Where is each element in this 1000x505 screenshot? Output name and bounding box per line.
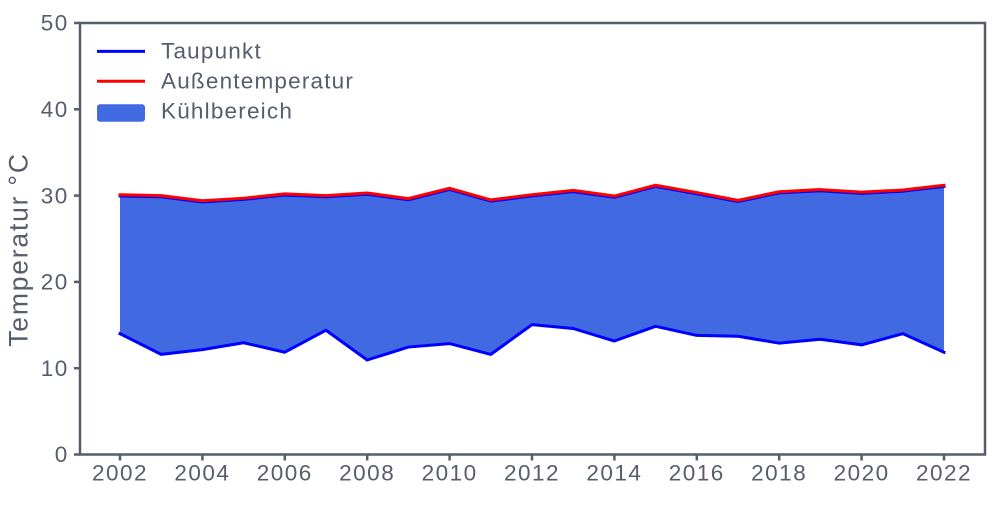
svg-text:2002: 2002 [92,461,148,486]
svg-text:Temperatur °C: Temperatur °C [3,152,33,347]
svg-text:Taupunkt: Taupunkt [161,39,262,64]
svg-text:2004: 2004 [174,461,230,486]
svg-text:2012: 2012 [504,461,560,486]
svg-text:2006: 2006 [257,461,313,486]
svg-text:2008: 2008 [339,461,395,486]
svg-text:20: 20 [41,270,69,295]
svg-text:2014: 2014 [586,461,642,486]
svg-text:2016: 2016 [669,461,725,486]
svg-text:50: 50 [41,11,69,36]
svg-text:2020: 2020 [834,461,890,486]
svg-text:2018: 2018 [751,461,807,486]
svg-text:0: 0 [55,442,69,467]
svg-text:Kühlbereich: Kühlbereich [161,99,293,124]
svg-text:10: 10 [41,356,69,381]
svg-text:2022: 2022 [916,461,972,486]
svg-text:Außentemperatur: Außentemperatur [161,69,354,94]
svg-text:2010: 2010 [422,461,478,486]
svg-text:30: 30 [41,183,69,208]
svg-text:40: 40 [41,97,69,122]
